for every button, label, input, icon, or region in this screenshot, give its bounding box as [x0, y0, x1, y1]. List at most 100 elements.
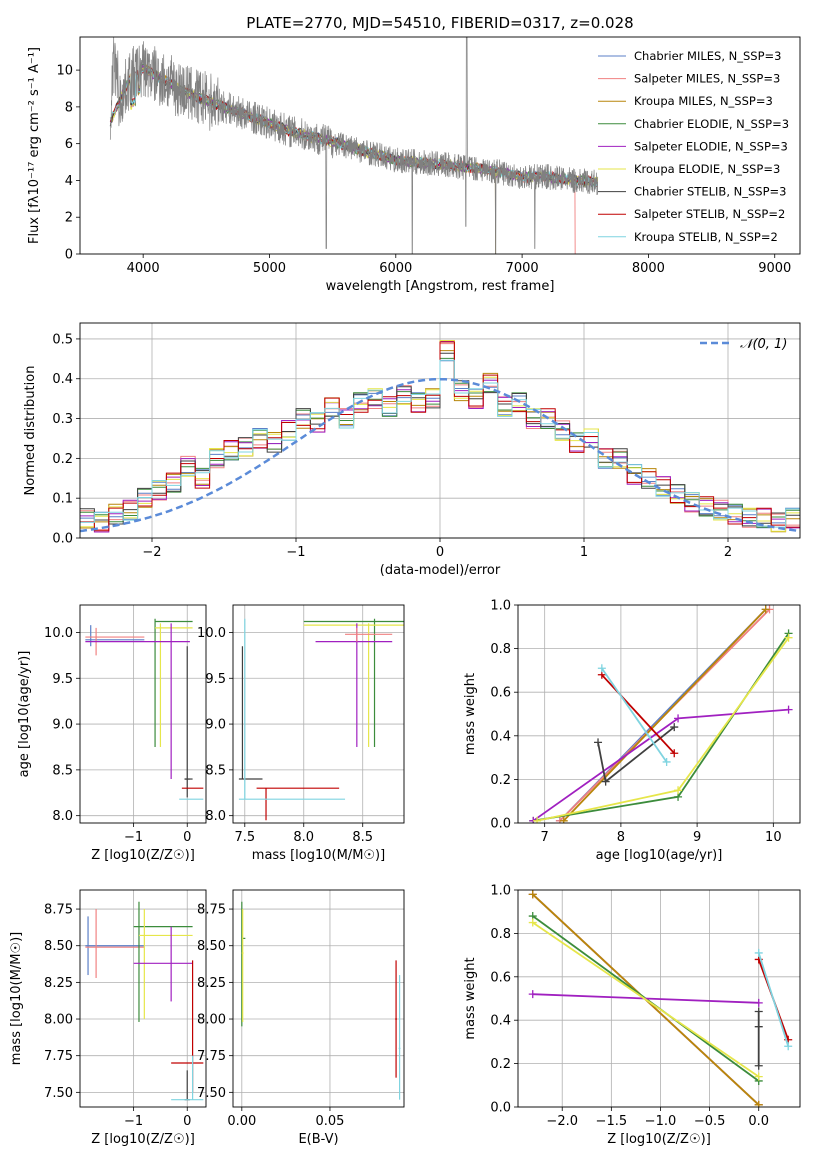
weight-marker [594, 738, 603, 747]
x-axis-label: wavelength [Angstrom, rest frame] [326, 279, 555, 294]
x-axis-label: E(B-V) [298, 1132, 338, 1147]
x-axis-label: age [log10(age/yr)] [596, 848, 723, 863]
x-tick-label: −2 [142, 545, 161, 560]
y-tick-label: 0.5 [52, 332, 73, 347]
x-tick-label: −1.5 [596, 1114, 628, 1129]
weight-marker [784, 705, 793, 714]
y-tick-label: 7.75 [44, 1049, 73, 1064]
chart-title: PLATE=2770, MJD=54510, FIBERID=0317, z=0… [246, 14, 633, 32]
y-tick-label: 0.4 [52, 372, 73, 387]
x-axis-label: Z [log10(Z/Z☉)] [91, 1132, 195, 1147]
panel-0: 4000 5000 6000 7000 8000 9000 0 2 4 6 8 10 PLATE=277… [27, 14, 801, 294]
legend-entry: Chabrier MILES, N_SSP=3 [634, 49, 781, 63]
y-tick-label: 0.8 [490, 642, 511, 657]
weight-marker [761, 605, 770, 614]
y-tick-label: 8.25 [44, 976, 73, 991]
axes-frame [232, 604, 405, 824]
legend-entry: 𝒩(0, 1) [740, 337, 787, 352]
y-tick-label: 7.75 [197, 1049, 226, 1064]
axes-frame [79, 36, 801, 255]
x-tick-label: 10 [765, 830, 782, 845]
x-tick-label: 8000 [632, 261, 665, 276]
y-tick-label: 8.75 [197, 903, 226, 918]
x-tick-label: −1 [124, 830, 143, 845]
x-tick-label: 7.5 [234, 830, 255, 845]
y-tick-label: 0.2 [52, 452, 73, 467]
y-tick-label: 0.6 [490, 970, 511, 985]
x-tick-label: −0.5 [694, 1114, 726, 1129]
y-axis-label: Flux [fλ10⁻¹⁷ erg cm⁻² s⁻¹ A⁻¹] [27, 47, 42, 244]
y-tick-label: 8.0 [52, 809, 73, 824]
hist-step-8 [80, 359, 800, 528]
x-tick-label: −1 [286, 545, 305, 560]
y-tick-label: 0.3 [52, 412, 73, 427]
y-tick-label: 6 [65, 137, 73, 152]
x-tick-label: 0 [183, 830, 191, 845]
y-axis-label: mass [log10(M/M☉)] [9, 932, 24, 1065]
x-tick-label: 0 [436, 545, 444, 560]
data-spectrum [109, 37, 599, 254]
x-tick-label: −1 [124, 1114, 143, 1129]
legend-entry: Salpeter ELODIE, N_SSP=3 [634, 139, 788, 153]
y-axis-label: mass weight [463, 957, 478, 1039]
axes-frame [79, 322, 801, 539]
lines-area [529, 605, 793, 823]
y-tick-label: 1.0 [490, 599, 511, 614]
weight-line-4 [532, 708, 789, 822]
points-area [238, 618, 404, 821]
x-tick-label: 0.00 [227, 1114, 256, 1129]
y-tick-label: 0.8 [490, 927, 511, 942]
y-tick-label: 8.00 [197, 1013, 226, 1028]
spectrum-area [109, 37, 599, 254]
y-tick-label: 0.4 [490, 1014, 511, 1029]
y-tick-label: 2 [65, 211, 73, 226]
weight-line-8 [601, 667, 668, 763]
panel-3: 7.5 8.0 8.5 8.0 8.5 9.0 9.5 10.0 mass [log10(M/M… [197, 604, 405, 863]
x-axis-label: Z [log10(Z/Z☉)] [607, 1132, 711, 1147]
y-tick-label: 9.0 [52, 718, 73, 733]
x-tick-label: 0.0 [748, 1114, 769, 1129]
legend-entry: Salpeter MILES, N_SSP=3 [634, 72, 780, 86]
points-area [241, 901, 401, 1100]
y-tick-label: 0.0 [490, 1101, 511, 1116]
weight-marker [754, 948, 763, 957]
x-tick-label: −1.0 [645, 1114, 677, 1129]
y-tick-label: 10.0 [197, 626, 226, 641]
x-tick-label: 8 [617, 830, 625, 845]
panel-1: −2 −1 0 1 2 0.0 0.1 0.2 0.3 0.4 0.5 (data-model)/er… [23, 322, 801, 578]
weight-marker [754, 1022, 763, 1031]
y-tick-label: 8.25 [197, 976, 226, 991]
x-tick-label: 2 [724, 545, 732, 560]
y-tick-label: 10.0 [44, 626, 73, 641]
weight-line-7 [601, 674, 675, 754]
x-tick-label: 0 [183, 1114, 191, 1129]
axes-frame [517, 604, 801, 824]
points-area [85, 618, 204, 800]
weight-marker [662, 757, 671, 766]
x-axis-label: (data-model)/error [380, 563, 501, 578]
y-tick-label: 7.50 [44, 1086, 73, 1101]
weight-marker [601, 777, 610, 786]
y-tick-label: 8.50 [44, 939, 73, 954]
y-axis-label: age [log10(age/yr)] [17, 651, 32, 778]
weight-marker [754, 1007, 763, 1016]
panel-5: −1 0 7.50 7.75 8.00 8.25 8.50 8.75 Z [log10(Z/Z☉… [9, 889, 207, 1147]
weight-marker [674, 714, 683, 723]
weight-marker [784, 1042, 793, 1051]
axes-frame [517, 889, 801, 1108]
x-tick-label: 0.05 [315, 1114, 344, 1129]
x-tick-label: 6000 [379, 261, 412, 276]
axes-frame [79, 889, 207, 1108]
y-tick-label: 8 [65, 100, 73, 115]
y-tick-label: 0.1 [52, 492, 73, 507]
weight-marker [670, 723, 679, 732]
points-area [85, 901, 204, 1101]
legend-entry: Kroupa MILES, N_SSP=3 [634, 94, 773, 108]
x-tick-label: −2.0 [546, 1114, 578, 1129]
y-tick-label: 0.4 [490, 729, 511, 744]
y-axis-label: Normed distribution [23, 366, 38, 496]
x-tick-label: 7 [541, 830, 549, 845]
x-tick-label: 4000 [127, 261, 160, 276]
lines-area [528, 890, 793, 1107]
